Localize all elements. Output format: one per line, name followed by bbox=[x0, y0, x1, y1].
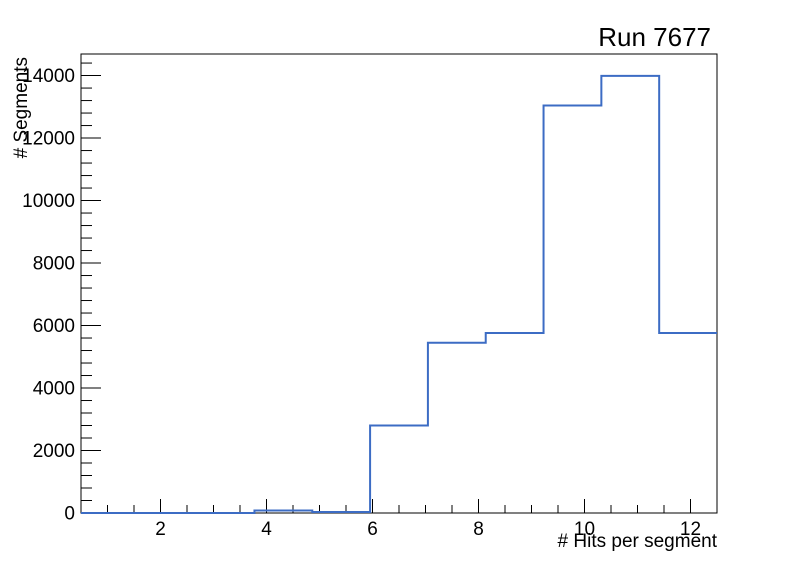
x-axis-tick-labels: 2 4 6 8 10 12 bbox=[155, 519, 701, 540]
x-axis-ticks bbox=[107, 499, 691, 513]
y-axis-title: # Segments bbox=[11, 57, 32, 158]
y-tick-label: 6000 bbox=[33, 316, 75, 337]
y-tick-label: 2000 bbox=[33, 441, 75, 462]
x-axis-title: # Hits per segment bbox=[558, 531, 718, 552]
y-axis-ticks bbox=[81, 62, 101, 514]
y-tick-label: 10000 bbox=[22, 191, 75, 212]
x-tick-label: 12 bbox=[680, 519, 701, 540]
x-tick-label: 2 bbox=[155, 519, 166, 540]
y-axis-tick-labels: 0 2000 4000 6000 8000 10000 12000 14000 bbox=[22, 66, 75, 524]
y-tick-label: 12000 bbox=[22, 129, 75, 150]
y-tick-label: 4000 bbox=[33, 379, 75, 400]
y-tick-label: 8000 bbox=[33, 254, 75, 275]
y-tick-label: 0 bbox=[64, 504, 75, 525]
x-tick-label: 6 bbox=[367, 519, 378, 540]
x-tick-label: 10 bbox=[574, 519, 595, 540]
x-tick-label: 8 bbox=[473, 519, 484, 540]
plot-frame bbox=[80, 53, 718, 514]
histogram-step-line bbox=[81, 74, 717, 514]
y-tick-label: 14000 bbox=[22, 66, 75, 87]
x-tick-label: 4 bbox=[261, 519, 272, 540]
plot-title: Run 7677 bbox=[598, 22, 711, 52]
